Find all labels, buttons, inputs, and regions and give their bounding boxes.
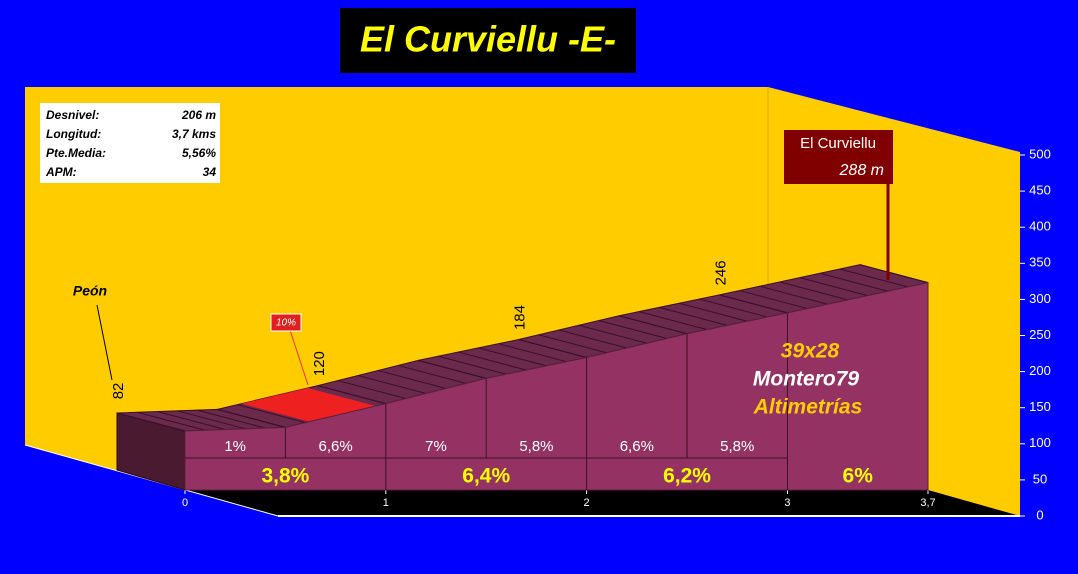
info-key: Pte.Media:	[46, 146, 106, 160]
floor	[25, 445, 1020, 516]
grade-label: 5,8%	[720, 438, 754, 455]
x-tick-label: 1	[383, 497, 389, 509]
y-tick-label: 200	[1029, 363, 1051, 378]
grade-label: 5,8%	[519, 438, 553, 455]
info-value: 34	[203, 165, 217, 179]
surface-stripe	[638, 311, 708, 331]
y-tick-label: 300	[1029, 291, 1051, 306]
x-tick-label: 3	[784, 497, 790, 509]
altitude-label: 82	[110, 383, 127, 400]
surface-stripe	[578, 324, 647, 344]
y-tick-label: 150	[1029, 399, 1051, 414]
km-grade-label: 6%	[843, 465, 874, 488]
summit-altitude: 288 m	[839, 162, 884, 179]
y-tick-label: 250	[1029, 327, 1051, 342]
info-key: APM:	[45, 165, 77, 179]
info-value: 5,56%	[182, 146, 216, 160]
profile: 0 50 100 150 200 250 300 350 400 450 500 0 1 2 3 3,7 1% 6…	[110, 146, 1051, 522]
km-grade-label: 6,4%	[462, 465, 510, 488]
altitude-label: 246	[712, 260, 729, 285]
steep-pointer	[289, 329, 309, 386]
surface-stripe	[337, 380, 407, 400]
start-label: Peón	[73, 283, 107, 299]
chart-title: El Curviellu -E-	[360, 19, 616, 60]
x-tick-label: 3,7	[920, 497, 935, 509]
surface-stripe	[659, 306, 728, 326]
info-key: Desnivel:	[46, 108, 99, 122]
title-box	[340, 8, 636, 73]
surface-stripe	[699, 298, 768, 318]
surface-stripe	[719, 294, 788, 314]
surface-stripe	[478, 347, 547, 367]
altitude-label: 120	[311, 351, 328, 376]
y-tick-label: 450	[1029, 183, 1051, 198]
info-value: 3,7 kms	[172, 127, 216, 141]
y-tick-label: 100	[1029, 435, 1051, 450]
surface-stripe	[779, 281, 848, 301]
surface-stripe	[317, 385, 386, 405]
y-tick-label: 0	[1036, 507, 1043, 522]
surface-stripe	[418, 359, 487, 379]
steep-box	[270, 313, 302, 332]
info-table: Desnivel: 206 m Longitud: 3,7 kms Pte.Media:…	[45, 108, 216, 179]
y-tick-label: 50	[1033, 471, 1047, 486]
info-box	[40, 103, 220, 183]
surface-stripe	[458, 351, 527, 371]
surface-stripe	[136, 411, 206, 431]
surface-stripe	[859, 264, 929, 284]
surface-stripe	[438, 355, 507, 375]
credit: Altimetrías	[753, 396, 863, 419]
x-tick-label: 2	[584, 497, 590, 509]
surface-stripe	[157, 411, 226, 431]
surface-stripe	[237, 404, 306, 424]
surface-stripe	[518, 339, 587, 359]
surface-stripe	[739, 290, 808, 310]
grade-label: 7%	[425, 438, 447, 455]
surface-stripe	[538, 334, 607, 354]
y-tick-label: 500	[1029, 146, 1051, 161]
surface-stripe	[759, 285, 828, 305]
surface-stripe	[819, 272, 888, 292]
info-value: 206 m	[181, 108, 216, 122]
y-tick-label: 350	[1029, 255, 1051, 270]
grade-label: 1%	[224, 438, 246, 455]
steep-label: 10%	[276, 318, 296, 329]
credit: Montero79	[753, 368, 860, 391]
surface-stripe	[679, 302, 748, 322]
steep-segment	[241, 387, 376, 422]
altitude-label: 184	[512, 305, 529, 330]
summit-name: El Curviellu	[800, 135, 876, 152]
surface-stripe	[177, 410, 246, 430]
km-grade-label: 3,8%	[261, 465, 309, 488]
surface-stripe	[558, 329, 627, 349]
surface-stripe	[357, 375, 427, 395]
surface-stripe	[618, 315, 688, 335]
credit: 39x28	[781, 340, 840, 363]
surface-stripe	[498, 343, 567, 363]
info-key: Longitud:	[46, 127, 101, 141]
surface-stripe	[598, 320, 668, 339]
surface-stripe	[839, 268, 909, 288]
surface-stripe	[398, 364, 467, 384]
start-pointer	[96, 304, 113, 381]
y-tick-label: 400	[1029, 219, 1051, 234]
surface-stripe	[217, 408, 286, 428]
surface-stripe	[377, 369, 447, 389]
surface-stripe	[799, 277, 868, 297]
surface-stripe	[116, 412, 186, 432]
surface-stripe	[197, 409, 266, 429]
grade-label: 6,6%	[620, 438, 654, 455]
km-grade-label: 6,2%	[663, 465, 711, 488]
summit-box	[784, 130, 893, 184]
grade-label: 6,6%	[319, 438, 353, 455]
x-tick-label: 0	[182, 497, 188, 509]
